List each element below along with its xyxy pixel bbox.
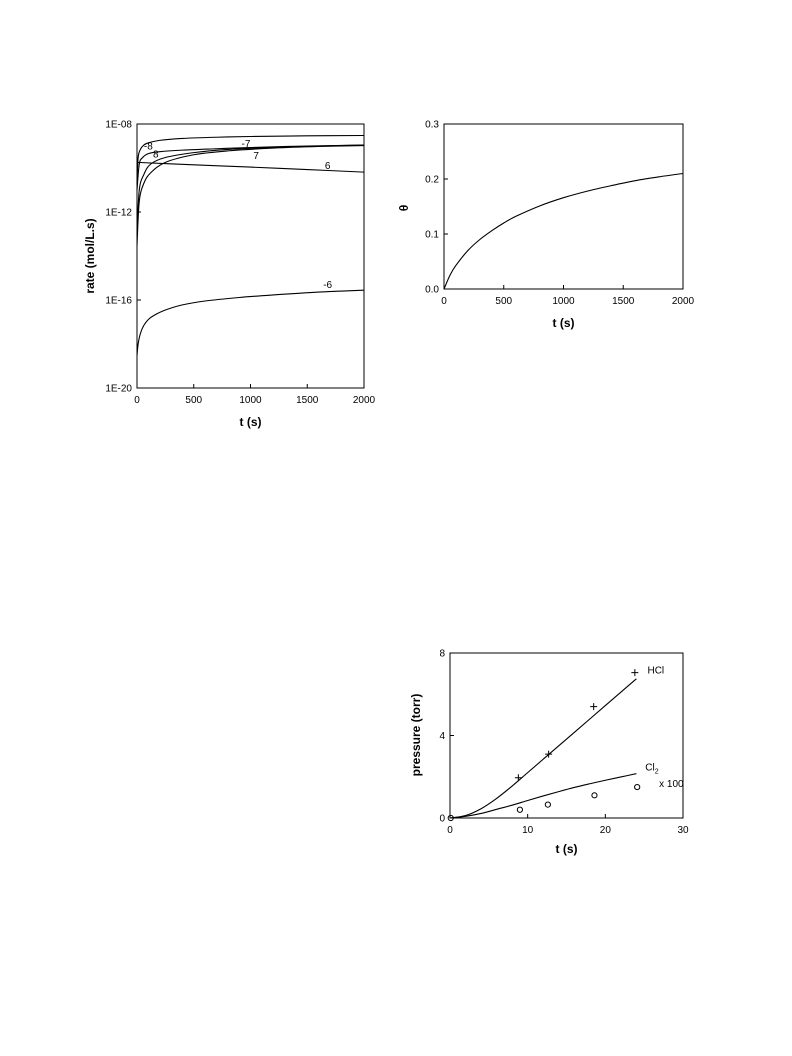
pressure-chart-xtick-label-2: 20: [600, 825, 612, 836]
theta-chart: 0 500 1000 1500 2000 0.0 0.1 0.2 0.3 t (s) θ: [397, 120, 695, 331]
theta-chart-xlabel: t (s): [553, 316, 575, 330]
rate-chart-ytick-label-2: 1E-16: [105, 296, 132, 307]
rate-chart-series-line-6: [136, 289, 365, 356]
rate-chart-labels: -8 -7 8 7 6 -6: [144, 139, 333, 291]
rate-chart-yticks: 1E-08 1E-12 1E-16 1E-20: [105, 120, 141, 395]
pressure-chart-points: [447, 669, 641, 822]
theta-chart-yticks: 0.0 0.1 0.2 0.3: [425, 120, 448, 296]
pressure-chart-ytick-label-2: 8: [439, 649, 445, 660]
pressure-chart-ytick-label-0: 0: [439, 814, 445, 825]
pressure-chart-series-label-cl: Cl2: [645, 763, 658, 776]
pressure-chart-series: [449, 678, 637, 819]
rate-chart-series: [136, 134, 365, 356]
pressure-chart-point-plus-0: [514, 774, 522, 782]
rate-chart-xtick-label-4: 2000: [353, 395, 376, 406]
theta-chart-series: [443, 172, 684, 290]
rate-chart-series-label-6: 6: [325, 161, 331, 172]
pressure-chart-point-circle-3: [591, 792, 598, 799]
pressure-chart-xlabel: t (s): [556, 842, 578, 856]
rate-chart-series-line-8: [136, 134, 365, 184]
pressure-chart-xticks: 0 10 20 30: [447, 814, 689, 836]
pressure-chart-series-label-hcl: HCl: [647, 666, 664, 677]
rate-chart: 0 500 1000 1500 2000 1E-08 1E-12 1E-16 1E-20 -8…: [83, 120, 376, 430]
rate-chart-xtick-label-0: 0: [134, 395, 140, 406]
rate-chart-xtick-label-2: 1000: [239, 395, 262, 406]
rate-chart-ytick-label-3: 1E-20: [105, 384, 132, 395]
pressure-chart-xtick-label-0: 0: [447, 825, 453, 836]
theta-chart-series-line-0: [443, 172, 684, 290]
rate-chart-series-label-6: -6: [323, 280, 332, 291]
pressure-chart-yticks: 0 4 8: [439, 649, 454, 825]
pressure-chart-ylabel: pressure (torr): [409, 694, 423, 777]
pressure-chart-frame: [449, 652, 684, 819]
theta-chart-xtick-label-0: 0: [441, 296, 447, 307]
rate-chart-series-line-8: [136, 144, 365, 191]
theta-chart-ytick-label-2: 0.2: [425, 175, 439, 186]
theta-chart-xtick-label-4: 2000: [672, 296, 695, 307]
rate-chart-series-line-7: [136, 144, 365, 235]
pressure-chart-point-circle-2: [544, 801, 551, 808]
pressure-chart-point-plus-1: [545, 750, 553, 758]
rate-chart-series-line-7: [136, 144, 365, 246]
rate-chart-series-label-8: 8: [153, 150, 159, 161]
theta-chart-xticks: 0 500 1000 1500 2000: [441, 285, 695, 307]
theta-chart-plot: 0 500 1000 1500 2000 0.0 0.1 0.2 0.3 t (s) θ: [397, 120, 695, 331]
pressure-chart-point-circle-1: [516, 806, 523, 813]
theta-chart-xtick-label-2: 1000: [552, 296, 575, 307]
rate-chart-ytick-label-1: 1E-12: [105, 208, 132, 219]
theta-chart-frame: [443, 123, 684, 290]
theta-chart-xtick-label-1: 500: [495, 296, 512, 307]
pressure-chart-series-extra-cl: x 100: [659, 779, 684, 790]
rate-chart-series-label-7: 7: [253, 151, 259, 162]
rate-chart-ytick-label-0: 1E-08: [105, 120, 132, 131]
pressure-chart-xtick-label-3: 30: [677, 825, 689, 836]
rate-chart-series-label-7: -7: [242, 139, 251, 150]
rate-chart-xtick-label-1: 500: [185, 395, 202, 406]
theta-chart-ytick-label-1: 0.1: [425, 230, 439, 241]
pressure-chart-point-plus-2: [590, 703, 598, 711]
pressure-chart-point-circle-0: [447, 814, 454, 822]
pressure-chart-point-plus-3: [631, 669, 639, 677]
rate-chart-xlabel: t (s): [240, 415, 262, 429]
theta-chart-xtick-label-3: 1500: [612, 296, 635, 307]
rate-chart-series-label-8: -8: [144, 141, 153, 152]
pressure-chart-series-line-hcl: [449, 678, 637, 819]
theta-chart-ylabel: θ: [397, 205, 411, 212]
rate-chart-xticks: 0 500 1000 1500 2000: [134, 384, 376, 406]
pressure-chart-ytick-label-1: 4: [439, 731, 445, 742]
pressure-chart-series-line-cl: [449, 773, 637, 819]
rate-chart-series-line-6: [136, 161, 365, 173]
theta-chart-ytick-label-0: 0.0: [425, 285, 439, 296]
pressure-chart-xtick-label-1: 10: [522, 825, 534, 836]
rate-chart-ylabel: rate (mol/L.s): [83, 218, 97, 293]
rate-chart-plot: 0 500 1000 1500 2000 1E-08 1E-12 1E-16 1E-20 -8…: [83, 120, 376, 430]
rate-chart-xtick-label-3: 1500: [296, 395, 319, 406]
theta-chart-ytick-label-3: 0.3: [425, 120, 439, 131]
pressure-chart-point-circle-4: [634, 783, 641, 791]
